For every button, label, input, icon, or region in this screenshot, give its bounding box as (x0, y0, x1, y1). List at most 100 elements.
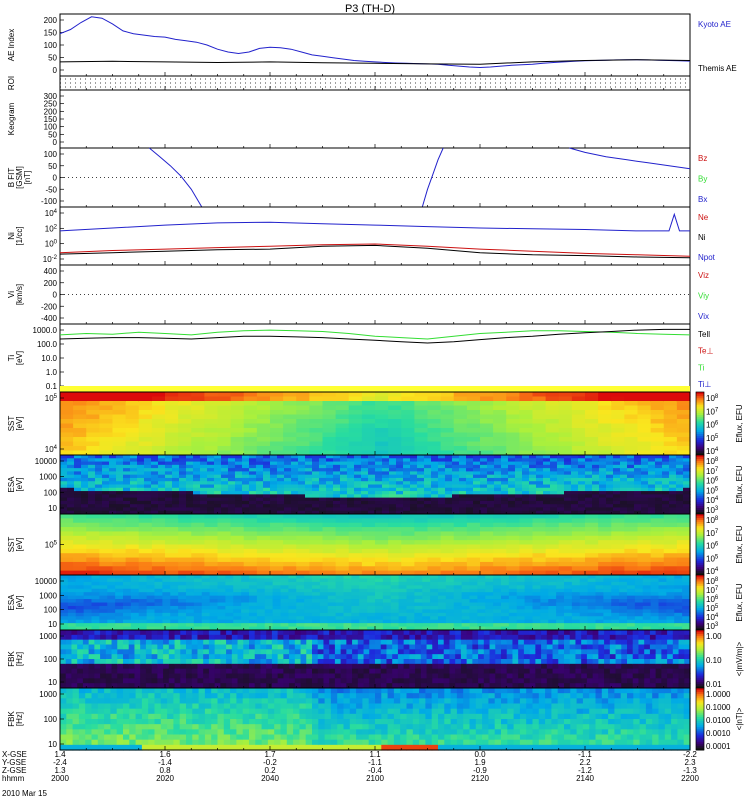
heatmap-cell (519, 446, 534, 452)
heatmap-cell (348, 446, 363, 452)
heatmap-cell (207, 468, 215, 472)
heatmap-cell (235, 471, 243, 476)
heatmap-cell (676, 437, 691, 443)
heatmap-cell (427, 437, 442, 443)
heatmap-cell (564, 477, 572, 482)
heatmap-cell (214, 471, 222, 476)
heatmap-cell (361, 504, 369, 509)
heatmap-cell (225, 626, 234, 631)
heatmap-cell (493, 441, 507, 447)
heatmap-cell (606, 471, 614, 476)
heatmap-cell (241, 595, 250, 600)
colorbar-step (696, 434, 704, 437)
heatmap-cell (480, 441, 494, 447)
y-axis-label-line: ESA (7, 594, 16, 611)
heatmap-cell (508, 491, 516, 495)
heatmap-cell (327, 595, 337, 600)
heatmap-cell (627, 500, 635, 505)
heatmap-cell (105, 649, 113, 655)
heatmap-cell (298, 468, 306, 472)
heatmap-cell (88, 491, 96, 495)
heatmap-cell (60, 683, 67, 689)
heatmap-cell (209, 609, 219, 614)
heatmap-cell (487, 468, 495, 472)
heatmap-cell (327, 619, 337, 624)
heatmap-cell (283, 396, 297, 402)
heatmap-cell (453, 566, 468, 572)
heatmap-cell (225, 609, 234, 614)
heatmap-cell (367, 578, 376, 583)
heatmap-cell (461, 592, 471, 597)
heatmap-cell (270, 481, 278, 486)
heatmap-cell (178, 553, 192, 559)
y-axis-label-line: [eV] (15, 537, 24, 551)
heatmap-cell (676, 450, 691, 456)
heatmap-cell (595, 612, 604, 617)
heatmap-cell (375, 500, 383, 505)
heatmap-cell (201, 619, 211, 624)
heatmap-cell (115, 602, 124, 607)
heatmap-cell (658, 585, 667, 590)
heatmap-cell (595, 623, 604, 628)
heatmap-cell (256, 595, 266, 600)
heatmap-cell (453, 581, 463, 586)
heatmap-cell (214, 507, 222, 512)
heatmap-cell (624, 561, 639, 567)
heatmap-cell (431, 497, 439, 502)
heatmap-cell (466, 458, 474, 463)
heatmap-cell (466, 419, 481, 425)
heatmap-cell (243, 423, 258, 429)
heatmap-cell (663, 432, 678, 438)
heatmap-cell (508, 575, 518, 580)
heatmap-cell (627, 461, 635, 466)
heatmap-cell (414, 626, 423, 631)
heatmap-cell (666, 578, 675, 583)
heatmap-cell (283, 566, 297, 572)
heatmap-cell (361, 405, 376, 411)
heatmap-cell (516, 581, 526, 586)
heatmap-cell (403, 474, 411, 479)
heatmap-cell (477, 599, 486, 604)
heatmap-cell (280, 581, 289, 586)
heatmap-cell (221, 481, 229, 486)
heatmap-cell (125, 531, 140, 537)
y-tick-label: 1000.0 (33, 326, 58, 335)
heatmap-cell (83, 599, 93, 604)
heatmap-cell (375, 623, 384, 628)
heatmap-cell (438, 575, 447, 580)
heatmap-cell (430, 592, 439, 597)
heatmap-cell (312, 595, 321, 600)
heatmap-cell (242, 477, 250, 482)
heatmap-cell (207, 504, 215, 509)
heatmap-cell (599, 461, 607, 466)
heatmap-cell (427, 531, 442, 537)
heatmap-cell (648, 494, 656, 499)
heatmap-cell (256, 522, 271, 528)
heatmap-cell (123, 575, 132, 580)
heatmap-cell (410, 471, 418, 476)
heatmap-cell (396, 500, 404, 505)
heatmap-cell (191, 548, 205, 554)
heatmap-cell (599, 510, 607, 515)
colorbar-step (696, 514, 704, 517)
heatmap-cell (422, 595, 431, 600)
heatmap-cell (558, 437, 573, 443)
heatmap-cell (123, 592, 132, 597)
heatmap-cell (414, 605, 423, 610)
heatmap-cell (540, 578, 549, 583)
heatmap-cell (571, 561, 586, 567)
heatmap-cell (637, 535, 652, 541)
heatmap-cell (296, 396, 310, 402)
colorbar-step (696, 620, 704, 624)
heatmap-cell (322, 414, 337, 420)
heatmap-cell (193, 494, 201, 499)
heatmap-cell (396, 458, 404, 463)
heatmap-cell (60, 566, 74, 572)
heatmap-cell (515, 484, 523, 489)
heatmap-cell (291, 481, 299, 486)
colorbar-step (696, 415, 704, 418)
colorbar-step (696, 423, 704, 427)
heatmap-cell (401, 522, 415, 528)
heatmap-cell (655, 461, 663, 466)
